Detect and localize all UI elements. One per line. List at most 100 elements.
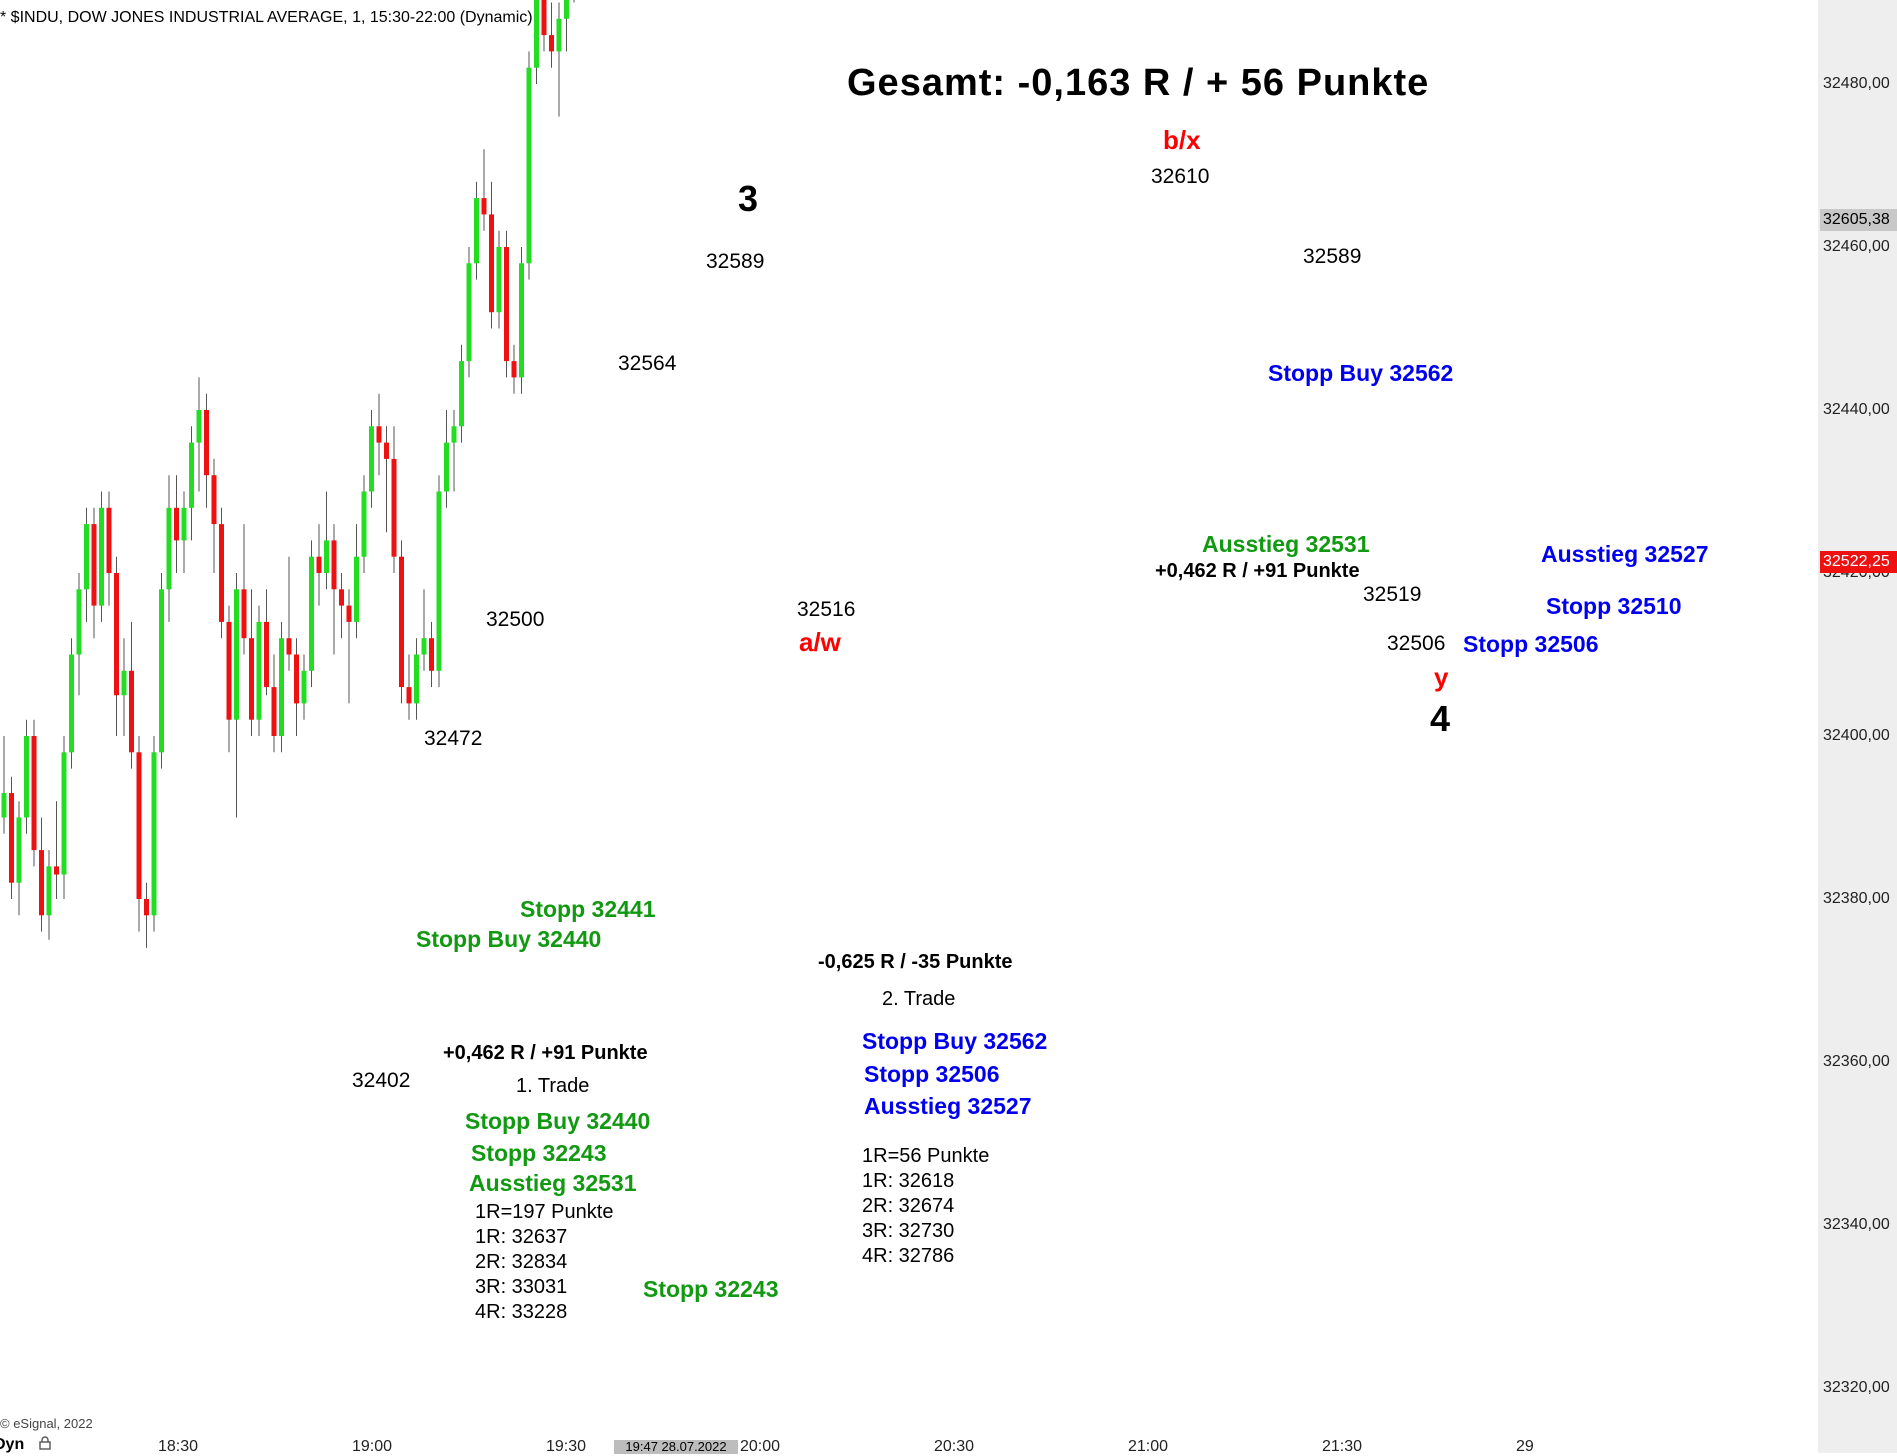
y-tick-label: 32460,00 bbox=[1823, 238, 1890, 255]
candle-body bbox=[39, 850, 44, 916]
trade2-ausstieg: Ausstieg 32527 bbox=[864, 1093, 1032, 1119]
candle-body bbox=[264, 621, 269, 688]
candle-body bbox=[114, 573, 119, 696]
pivot-label: 32610 bbox=[1151, 165, 1210, 188]
candle-body bbox=[54, 866, 59, 875]
annotation-stopp: Stopp 32510 bbox=[1546, 593, 1682, 619]
x-tick-label: 19:30 bbox=[546, 1438, 587, 1455]
annotation-result: +0,462 R / +91 Punkte bbox=[1155, 560, 1360, 582]
wave-label-b-x: b/x bbox=[1163, 125, 1201, 155]
candle-body bbox=[99, 507, 104, 606]
trade1-target: 1R: 32637 bbox=[475, 1226, 568, 1248]
price-chart[interactable] bbox=[0, 0, 1818, 1434]
pivot-label: 32500 bbox=[486, 608, 545, 631]
pivot-label: 32589 bbox=[1303, 245, 1362, 268]
candle-body bbox=[286, 638, 292, 655]
candle-body bbox=[189, 442, 194, 508]
x-tick-label: 20:30 bbox=[934, 1438, 975, 1455]
annotation-ausstieg: Ausstieg 32531 bbox=[1202, 531, 1370, 557]
candle-body bbox=[219, 524, 224, 622]
pivot-label: 32589 bbox=[706, 250, 765, 273]
candle-body bbox=[331, 540, 337, 590]
candle-body bbox=[519, 263, 524, 378]
wave-label-3: 3 bbox=[738, 178, 759, 219]
candle-body bbox=[301, 670, 307, 704]
copyright-label: © eSignal, 2022 bbox=[0, 1416, 93, 1431]
trade2-result: -0,625 R / -35 Punkte bbox=[818, 951, 1013, 973]
candle-body bbox=[504, 247, 509, 362]
price-marker-label: 32605,38 bbox=[1820, 209, 1897, 231]
candle-body bbox=[226, 621, 232, 720]
dyn-label[interactable]: Dyn bbox=[0, 1436, 25, 1453]
candle-body bbox=[414, 654, 419, 704]
wave-label-a-w: a/w bbox=[799, 627, 841, 657]
candle-body bbox=[279, 638, 284, 736]
candle-body bbox=[204, 410, 209, 476]
pivot-label: 32519 bbox=[1363, 583, 1422, 606]
y-tick-label: 32320,00 bbox=[1823, 1379, 1890, 1396]
y-tick-label: 32400,00 bbox=[1823, 727, 1890, 744]
candle-body bbox=[196, 410, 202, 443]
candle-body bbox=[564, 0, 569, 19]
annotation-ausstieg: Ausstieg 32527 bbox=[1541, 541, 1709, 567]
candle-body bbox=[421, 638, 427, 655]
candle-body bbox=[309, 556, 314, 671]
candle-body bbox=[294, 654, 299, 704]
candle-body bbox=[526, 67, 532, 264]
candle-body bbox=[466, 263, 472, 362]
y-tick-label: 32440,00 bbox=[1823, 401, 1890, 418]
candle-body bbox=[69, 654, 74, 753]
candle-body bbox=[106, 507, 112, 573]
pivot-label: 32516 bbox=[797, 598, 856, 621]
candle-body bbox=[159, 589, 164, 753]
candle-body bbox=[234, 589, 239, 720]
x-tick-label: 18:30 bbox=[158, 1438, 199, 1455]
candle-body bbox=[144, 899, 149, 916]
candle-body bbox=[9, 793, 14, 883]
candle-body bbox=[481, 198, 487, 215]
lock-icon[interactable] bbox=[38, 1436, 52, 1450]
y-tick-label: 32380,00 bbox=[1823, 890, 1890, 907]
trade2-target: 3R: 32730 bbox=[862, 1220, 955, 1242]
trade2-name: 2. Trade bbox=[882, 988, 956, 1010]
x-tick-label: 21:00 bbox=[1128, 1438, 1169, 1455]
candle-body bbox=[459, 361, 464, 427]
candle-body bbox=[451, 426, 457, 443]
candle-body bbox=[76, 589, 82, 655]
trade1-r-def: 1R=197 Punkte bbox=[475, 1201, 614, 1223]
candle-body bbox=[1, 793, 7, 818]
candle-body bbox=[256, 621, 262, 720]
annotation-stopp: Stopp 32243 bbox=[643, 1276, 779, 1302]
trade1-result: +0,462 R / +91 Punkte bbox=[443, 1042, 648, 1064]
wave-label-y: y bbox=[1434, 662, 1449, 692]
annotation-stopp-buy: Stopp Buy 32440 bbox=[416, 926, 602, 952]
candle-body bbox=[91, 524, 97, 606]
trade2-r-def: 1R=56 Punkte bbox=[862, 1145, 990, 1167]
candle-body bbox=[151, 752, 157, 916]
y-tick-label: 32360,00 bbox=[1823, 1053, 1890, 1070]
candlestick-series bbox=[1, 0, 575, 948]
candle-body bbox=[174, 507, 179, 541]
trade1-target: 2R: 32834 bbox=[475, 1251, 568, 1273]
trade2-stopp: Stopp 32506 bbox=[864, 1061, 1000, 1087]
trade1-stopp: Stopp 32243 bbox=[471, 1140, 607, 1166]
chart-title: Gesamt: -0,163 R / + 56 Punkte bbox=[847, 62, 1430, 104]
candle-body bbox=[211, 475, 217, 525]
candle-body bbox=[369, 426, 374, 492]
candle-body bbox=[534, 0, 539, 68]
candle-body bbox=[136, 752, 142, 899]
cursor-time-label: 19:47 28.07.2022 bbox=[614, 1440, 738, 1454]
candle-body bbox=[84, 524, 89, 590]
candle-body bbox=[429, 638, 434, 671]
candle-body bbox=[24, 736, 29, 818]
price-axis-panel[interactable] bbox=[1818, 0, 1897, 1453]
trade1-target: 3R: 33031 bbox=[475, 1276, 568, 1298]
candle-body bbox=[346, 605, 352, 622]
candle-body bbox=[444, 442, 449, 492]
annotation-stopp-buy: Stopp Buy 32562 bbox=[1268, 360, 1454, 386]
y-tick-label: 32340,00 bbox=[1823, 1216, 1890, 1233]
instrument-header: * $INDU, DOW JONES INDUSTRIAL AVERAGE, 1… bbox=[0, 9, 533, 26]
candle-body bbox=[399, 556, 404, 688]
candle-body bbox=[511, 361, 517, 378]
trade1-target: 4R: 33228 bbox=[475, 1301, 568, 1323]
